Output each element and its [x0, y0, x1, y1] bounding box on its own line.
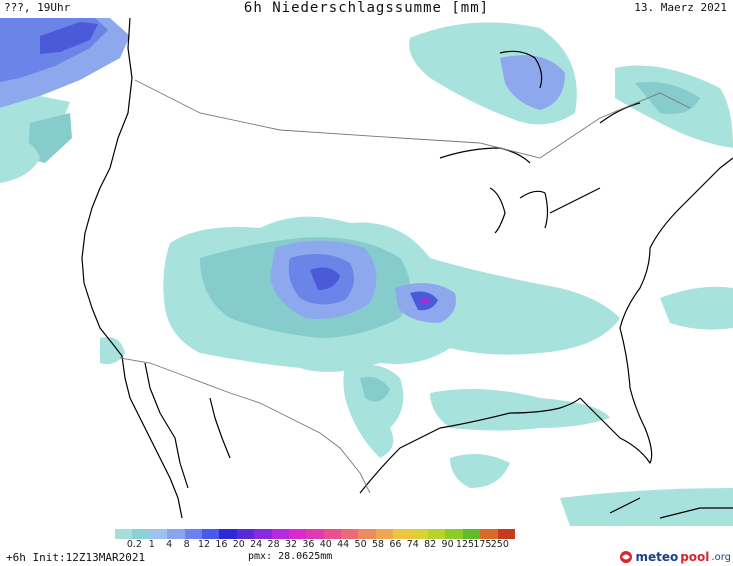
colorbar-swatch	[271, 529, 289, 539]
precip-colorbar	[115, 529, 515, 539]
colorbar-swatch	[184, 529, 202, 539]
colorbar-swatch	[497, 529, 515, 539]
precip-field-northwest	[0, 18, 130, 168]
map-title: 6h Niederschlagssumme [mm]	[243, 0, 490, 16]
colorbar-label: 40	[319, 539, 332, 550]
colorbar-swatch	[254, 529, 272, 539]
colorbar-swatch	[462, 529, 481, 539]
map-date: 13. Maerz 2021	[634, 1, 727, 14]
colorbar-swatch	[288, 529, 307, 539]
colorbar-swatch	[201, 529, 220, 539]
colorbar-label: 58	[371, 539, 385, 550]
colorbar-label: 28	[267, 539, 280, 550]
colorbar-label: 8	[183, 539, 190, 550]
valid-time-label: ???, 19Uhr	[4, 1, 71, 14]
colorbar-swatch	[341, 529, 359, 539]
colorbar-label: 32	[284, 539, 298, 550]
colorbar-label: 50	[354, 539, 367, 550]
pmax-label: pmx: 28.0625mm	[248, 551, 333, 562]
colorbar-label: 24	[250, 539, 263, 550]
colorbar-label: 20	[232, 539, 245, 550]
colorbar-labels: 0.2 1 4 8 12 16 20 24 28 32 36 40 44 50 58 66 74 82 90 125 1…	[115, 539, 635, 551]
brand-meteo: meteo	[635, 550, 679, 564]
colorbar-label: 44	[337, 539, 350, 550]
colorbar-swatch	[132, 529, 150, 539]
brand-pool: pool	[680, 550, 710, 564]
colorbar-swatch	[375, 529, 394, 539]
colorbar-label: 90	[441, 539, 454, 550]
colorbar-swatch	[480, 529, 498, 539]
colorbar-label: 0.2	[126, 539, 142, 550]
colorbar-label: 74	[406, 539, 419, 550]
precip-field-south	[0, 137, 733, 526]
colorbar-swatch	[393, 529, 411, 539]
meteopool-logo[interactable]: meteo pool .org	[619, 550, 731, 564]
colorbar-swatch	[236, 529, 255, 539]
colorbar-label: 16	[215, 539, 228, 550]
precipitation-map	[0, 18, 733, 526]
country-borders	[119, 79, 691, 494]
colorbar-label: 36	[302, 539, 315, 550]
colorbar-swatch	[115, 529, 133, 539]
colorbar-swatch	[219, 529, 237, 539]
colorbar-swatch	[428, 529, 446, 539]
colorbar-swatch	[149, 529, 168, 539]
precip-field-plains	[163, 216, 621, 372]
colorbar-label: 175	[473, 539, 492, 550]
colorbar-label: 4	[166, 539, 173, 550]
colorbar-swatch	[323, 529, 342, 539]
colorbar-label: 82	[424, 539, 437, 550]
colorbar-label: 125	[455, 539, 475, 550]
colorbar-swatch	[410, 529, 429, 539]
colorbar-label: 66	[389, 539, 402, 550]
colorbar-label: 12	[197, 539, 211, 550]
colorbar-label: 250	[490, 539, 509, 550]
brand-tld: .org	[711, 551, 731, 563]
colorbar-label: 1	[148, 539, 155, 550]
meteopool-swirl-icon	[620, 551, 633, 563]
precip-field-canada	[409, 22, 733, 148]
colorbar-swatch	[306, 529, 324, 539]
colorbar-swatch	[358, 529, 376, 539]
colorbar-swatch	[167, 529, 185, 539]
forecast-init-label: +6h Init:12Z13MAR2021	[6, 551, 146, 564]
colorbar-swatch	[445, 529, 463, 539]
